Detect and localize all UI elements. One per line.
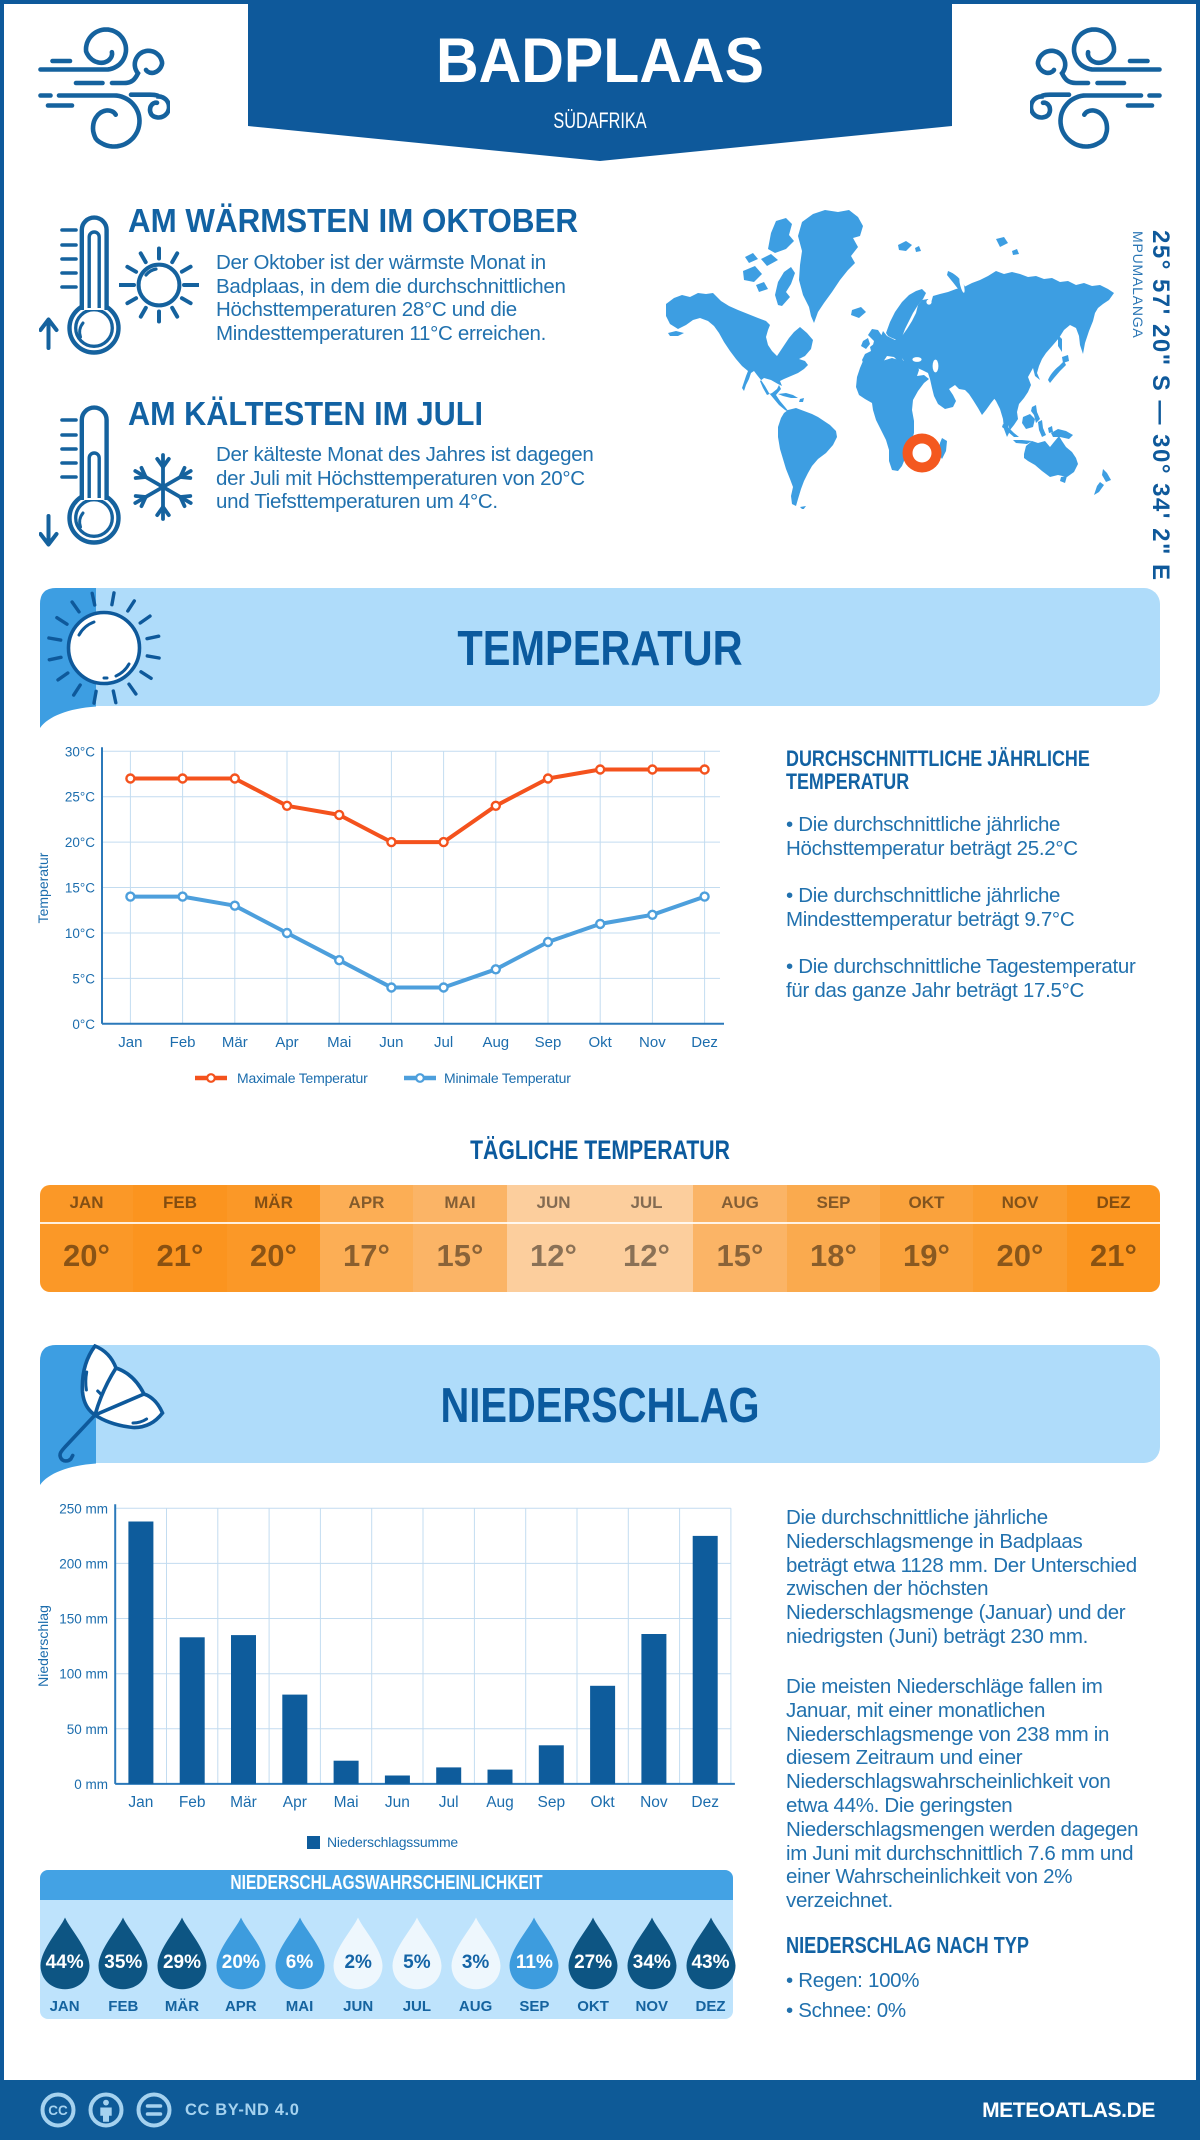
svg-text:Feb: Feb (170, 1034, 196, 1051)
svg-text:Sep: Sep (535, 1034, 562, 1051)
svg-text:0°C: 0°C (72, 1017, 95, 1032)
svg-text:5°C: 5°C (72, 971, 95, 986)
svg-text:10°C: 10°C (65, 926, 95, 941)
svg-text:Apr: Apr (283, 1794, 307, 1811)
svg-text:Niederschlag: Niederschlag (35, 1605, 51, 1687)
svg-text:Jan: Jan (128, 1794, 153, 1811)
svg-text:Minimale Temperatur: Minimale Temperatur (444, 1070, 571, 1086)
svg-text:Jun: Jun (385, 1794, 410, 1811)
svg-text:Apr: Apr (275, 1034, 298, 1051)
svg-text:20°C: 20°C (65, 835, 95, 850)
svg-text:100 mm: 100 mm (59, 1667, 108, 1682)
svg-text:Aug: Aug (482, 1034, 509, 1051)
svg-text:Temperatur: Temperatur (35, 852, 51, 923)
svg-text:150 mm: 150 mm (59, 1612, 108, 1627)
svg-text:15°C: 15°C (65, 881, 95, 896)
svg-text:Jul: Jul (434, 1034, 453, 1051)
svg-text:Okt: Okt (591, 1794, 616, 1811)
svg-text:Mär: Mär (222, 1034, 248, 1051)
svg-text:Mai: Mai (327, 1034, 351, 1051)
svg-text:Jul: Jul (439, 1794, 459, 1811)
svg-text:Sep: Sep (538, 1794, 566, 1811)
svg-text:Dez: Dez (691, 1794, 719, 1811)
svg-text:Maximale Temperatur: Maximale Temperatur (237, 1070, 368, 1086)
svg-text:Mär: Mär (230, 1794, 257, 1811)
svg-text:50 mm: 50 mm (67, 1722, 108, 1737)
svg-text:Niederschlagssumme: Niederschlagssumme (327, 1834, 458, 1850)
svg-text:Mai: Mai (334, 1794, 359, 1811)
svg-text:Jun: Jun (379, 1034, 403, 1051)
svg-text:0 mm: 0 mm (74, 1777, 108, 1792)
svg-text:200 mm: 200 mm (59, 1556, 108, 1571)
svg-text:Aug: Aug (486, 1794, 514, 1811)
svg-text:Nov: Nov (639, 1034, 666, 1051)
svg-text:250 mm: 250 mm (59, 1501, 108, 1516)
svg-text:Feb: Feb (179, 1794, 206, 1811)
svg-text:30°C: 30°C (65, 744, 95, 759)
svg-text:Dez: Dez (691, 1034, 718, 1051)
svg-text:25°C: 25°C (65, 790, 95, 805)
svg-text:CC: CC (48, 2103, 68, 2118)
svg-text:Jan: Jan (118, 1034, 142, 1051)
svg-text:Okt: Okt (589, 1034, 613, 1051)
svg-text:Nov: Nov (640, 1794, 668, 1811)
